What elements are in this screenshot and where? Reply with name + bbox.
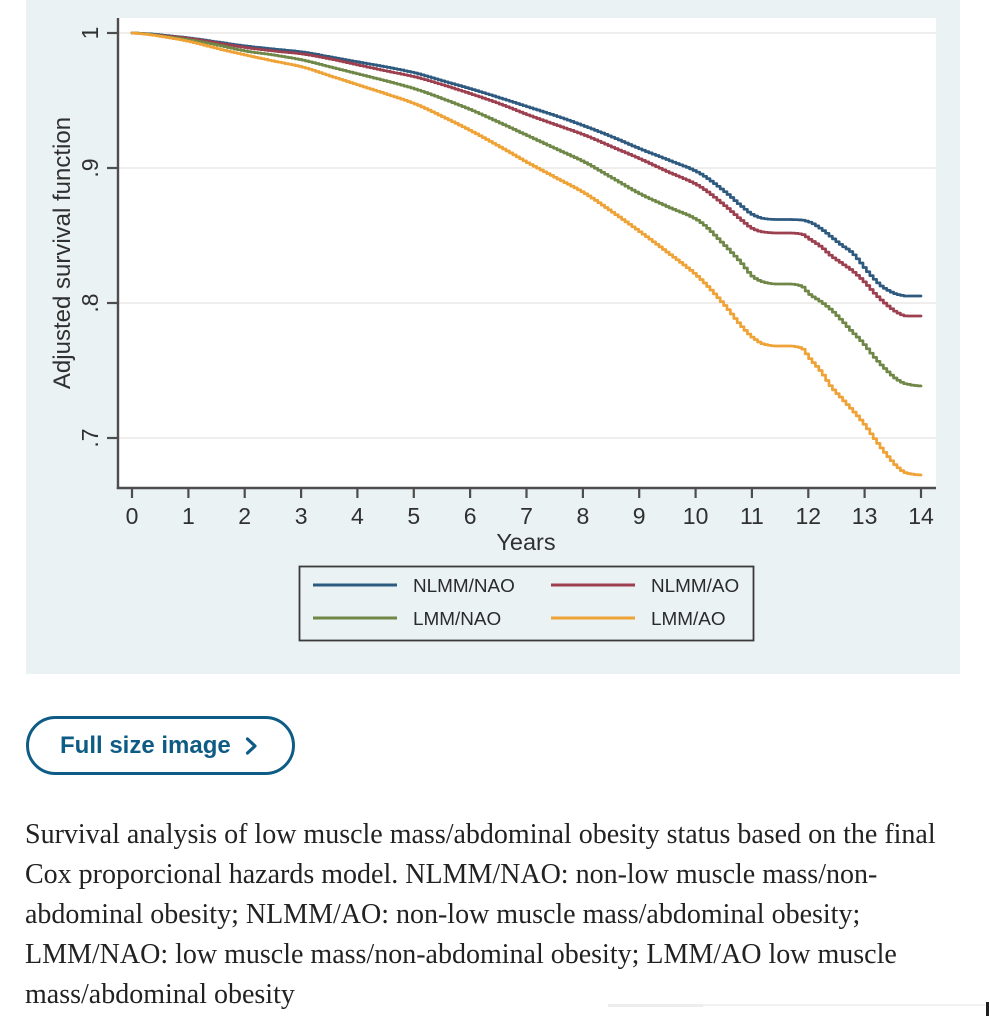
- svg-text:Adjusted survival function: Adjusted survival function: [49, 117, 76, 389]
- svg-text:Years: Years: [496, 529, 555, 555]
- svg-text:4: 4: [351, 503, 364, 529]
- svg-text:13: 13: [852, 503, 878, 529]
- svg-text:12: 12: [796, 503, 822, 529]
- svg-text:10: 10: [683, 503, 709, 529]
- svg-text:0: 0: [126, 503, 139, 529]
- svg-text:6: 6: [464, 503, 477, 529]
- svg-text:LMM/AO: LMM/AO: [651, 609, 726, 630]
- svg-text:.9: .9: [77, 158, 103, 177]
- svg-text:LMM/NAO: LMM/NAO: [413, 609, 501, 630]
- svg-text:5: 5: [407, 503, 420, 529]
- svg-text:7: 7: [520, 503, 533, 529]
- svg-text:NLMM/NAO: NLMM/NAO: [413, 576, 515, 597]
- svg-text:14: 14: [908, 503, 934, 529]
- svg-text:.8: .8: [77, 293, 103, 312]
- svg-text:1: 1: [77, 27, 103, 40]
- svg-text:3: 3: [295, 503, 308, 529]
- svg-text:11: 11: [740, 503, 764, 529]
- svg-text:9: 9: [633, 503, 646, 529]
- svg-text:2: 2: [238, 503, 251, 529]
- svg-text:1: 1: [182, 503, 195, 529]
- svg-text:.7: .7: [77, 428, 103, 447]
- svg-text:NLMM/AO: NLMM/AO: [651, 576, 739, 597]
- svg-text:8: 8: [577, 503, 590, 529]
